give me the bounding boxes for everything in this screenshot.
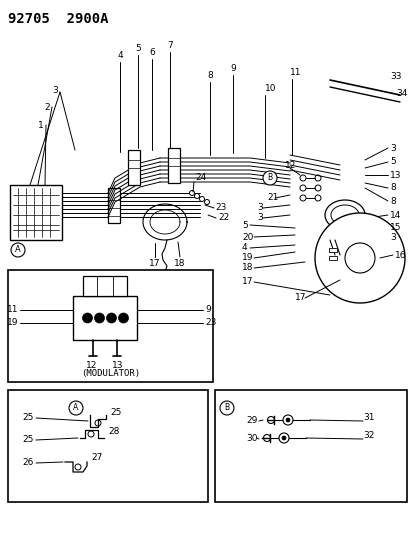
Text: 16: 16 bbox=[394, 251, 406, 260]
Circle shape bbox=[344, 243, 374, 273]
Text: B: B bbox=[267, 174, 272, 182]
Circle shape bbox=[118, 313, 128, 323]
Bar bbox=[328, 256, 336, 260]
Bar bbox=[83, 276, 127, 296]
Circle shape bbox=[314, 175, 320, 181]
Bar bbox=[214, 390, 406, 502]
Circle shape bbox=[314, 195, 320, 201]
Text: 14: 14 bbox=[389, 211, 401, 220]
Text: 28: 28 bbox=[108, 427, 119, 437]
Circle shape bbox=[219, 401, 233, 415]
Circle shape bbox=[94, 313, 104, 323]
Bar bbox=[8, 390, 207, 502]
Text: 30: 30 bbox=[246, 434, 257, 443]
Text: 34: 34 bbox=[395, 88, 406, 98]
Text: 2: 2 bbox=[44, 102, 50, 111]
Circle shape bbox=[285, 418, 289, 422]
Text: 8: 8 bbox=[206, 70, 212, 79]
Text: 27: 27 bbox=[91, 454, 102, 463]
Circle shape bbox=[106, 313, 116, 323]
Text: 8: 8 bbox=[389, 197, 395, 206]
Text: 4: 4 bbox=[117, 51, 123, 60]
Circle shape bbox=[199, 197, 204, 201]
Bar bbox=[74, 296, 137, 340]
Text: 10: 10 bbox=[264, 84, 276, 93]
Circle shape bbox=[281, 436, 285, 440]
Bar bbox=[128, 150, 140, 185]
Text: 3: 3 bbox=[389, 143, 395, 152]
Text: 29: 29 bbox=[246, 416, 257, 425]
Text: 25: 25 bbox=[110, 408, 121, 417]
Text: 23: 23 bbox=[214, 204, 226, 213]
Text: 18: 18 bbox=[242, 263, 253, 272]
Text: 11: 11 bbox=[7, 305, 18, 314]
Text: 7: 7 bbox=[167, 41, 173, 50]
Text: 21: 21 bbox=[266, 193, 278, 203]
Text: 13: 13 bbox=[389, 171, 401, 180]
Text: 4: 4 bbox=[242, 244, 247, 253]
Text: 5: 5 bbox=[135, 44, 140, 52]
Text: 19: 19 bbox=[242, 254, 253, 262]
Text: 20: 20 bbox=[242, 232, 253, 241]
Text: 8: 8 bbox=[389, 183, 395, 192]
Text: 19: 19 bbox=[7, 319, 18, 327]
Text: (MODULATOR): (MODULATOR) bbox=[81, 369, 140, 378]
Bar bbox=[328, 248, 336, 252]
Circle shape bbox=[314, 185, 320, 191]
Text: 18: 18 bbox=[174, 260, 185, 269]
Circle shape bbox=[194, 193, 199, 198]
Circle shape bbox=[299, 185, 305, 191]
Circle shape bbox=[189, 190, 194, 196]
Text: 17: 17 bbox=[294, 294, 306, 303]
Circle shape bbox=[314, 213, 404, 303]
Text: 9: 9 bbox=[204, 305, 210, 314]
Text: 12: 12 bbox=[85, 361, 97, 370]
Text: 11: 11 bbox=[289, 68, 301, 77]
Circle shape bbox=[299, 195, 305, 201]
Text: 1: 1 bbox=[38, 120, 44, 130]
Circle shape bbox=[82, 313, 92, 323]
Text: 5: 5 bbox=[389, 157, 395, 166]
Text: 23: 23 bbox=[204, 319, 216, 327]
Circle shape bbox=[11, 243, 25, 257]
Circle shape bbox=[299, 175, 305, 181]
Text: B: B bbox=[224, 403, 229, 413]
Text: 13: 13 bbox=[112, 361, 123, 370]
Circle shape bbox=[204, 199, 209, 205]
Text: 31: 31 bbox=[362, 414, 374, 423]
Text: 26: 26 bbox=[22, 458, 33, 467]
Text: 9: 9 bbox=[230, 63, 235, 72]
Circle shape bbox=[69, 401, 83, 415]
Bar bbox=[168, 148, 180, 183]
Text: 15: 15 bbox=[389, 223, 401, 232]
Text: A: A bbox=[15, 246, 21, 254]
Text: 32: 32 bbox=[362, 432, 373, 440]
Text: 3: 3 bbox=[389, 233, 395, 243]
Text: 92705  2900A: 92705 2900A bbox=[8, 12, 108, 26]
Circle shape bbox=[262, 171, 276, 185]
Bar bbox=[108, 188, 120, 223]
Text: 3: 3 bbox=[256, 204, 262, 213]
Text: 24: 24 bbox=[195, 174, 206, 182]
Text: 33: 33 bbox=[389, 71, 401, 80]
Text: 17: 17 bbox=[242, 278, 253, 287]
Text: 5: 5 bbox=[242, 221, 247, 230]
Text: 25: 25 bbox=[22, 414, 33, 423]
Text: 17: 17 bbox=[149, 260, 160, 269]
Text: A: A bbox=[73, 403, 78, 413]
Text: 3: 3 bbox=[256, 214, 262, 222]
Text: 3: 3 bbox=[52, 85, 57, 94]
Text: 6: 6 bbox=[149, 47, 154, 56]
Text: 22: 22 bbox=[218, 214, 229, 222]
Bar bbox=[10, 185, 62, 240]
Text: 12: 12 bbox=[284, 160, 296, 169]
Bar bbox=[8, 270, 212, 382]
Text: 25: 25 bbox=[22, 435, 33, 445]
